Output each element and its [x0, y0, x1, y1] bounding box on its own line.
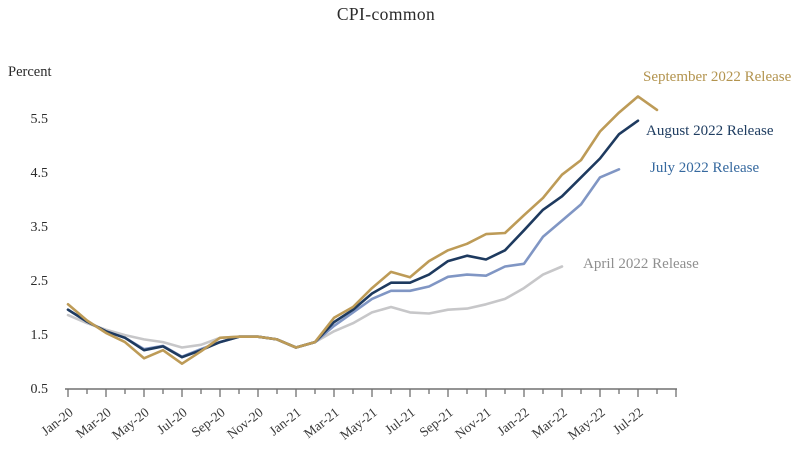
series-line-august-2022-release — [66, 119, 640, 359]
x-tick-label: Mar-20 — [73, 404, 114, 441]
series-line-april-2022-release — [66, 265, 564, 349]
legend-label-august-2022-release: August 2022 Release — [646, 123, 774, 139]
x-tick-label: Jul-22 — [610, 405, 646, 438]
y-tick-label: 2.5 — [31, 274, 49, 289]
y-tick-label: 1.5 — [31, 328, 49, 343]
x-tick-label: May-22 — [565, 405, 608, 443]
x-tick-label: Jul-21 — [382, 405, 418, 438]
x-tick-label: Jan-20 — [38, 404, 76, 438]
chart-title: CPI-common — [336, 4, 436, 24]
x-tick-label: May-20 — [109, 404, 152, 442]
y-axis-unit-label: Percent — [8, 64, 52, 80]
y-tick-label: 4.5 — [31, 166, 49, 181]
legend-label-september-2022-release: September 2022 Release — [643, 69, 792, 85]
x-tick-label: Jan-22 — [494, 405, 532, 439]
x-tick-label: May-21 — [337, 405, 380, 443]
x-tick-label: Jan-21 — [266, 405, 304, 439]
x-tick-label: Nov-20 — [224, 404, 266, 441]
series-line-september-2022-release — [66, 95, 659, 366]
x-tick-label: Jul-20 — [154, 404, 190, 437]
x-tick-label: Mar-22 — [529, 405, 570, 442]
legend-label-april-2022-release: April 2022 Release — [583, 256, 699, 272]
x-tick-label: Sep-21 — [416, 405, 455, 440]
x-tick-label: Nov-21 — [452, 405, 494, 442]
y-tick-label: 0.5 — [31, 382, 49, 397]
legend-label-july-2022-release: July 2022 Release — [650, 160, 760, 176]
y-tick-label: 3.5 — [31, 220, 49, 235]
x-tick-label: Sep-20 — [188, 404, 228, 440]
y-tick-label: 5.5 — [31, 112, 49, 127]
x-tick-label: Mar-21 — [301, 405, 342, 442]
